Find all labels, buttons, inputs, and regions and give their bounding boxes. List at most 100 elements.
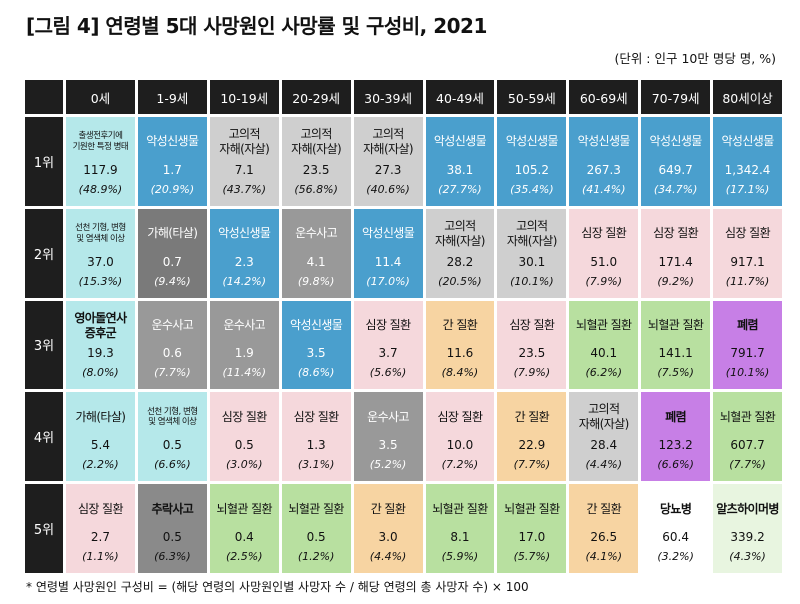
death-rate-value: 649.7: [658, 162, 693, 177]
cause-name: 당뇨병: [659, 501, 692, 516]
cause-name: 뇌혈관 질환: [504, 501, 560, 516]
composition-percent: (4.4%): [585, 458, 622, 472]
death-rate-value: 23.5: [518, 346, 546, 361]
cause-cell: 출생전후기에 기원한 특정 병태 117.9 (48.9%): [66, 117, 135, 206]
composition-percent: (2.5%): [225, 550, 263, 564]
death-rate-value: 105.2: [514, 162, 550, 177]
age-header: 1-9세: [137, 80, 207, 114]
cause-cell: 간 질환 26.5 (4.1%): [569, 484, 639, 573]
death-rate-value: 51.0: [590, 254, 618, 269]
composition-percent: (40.6%): [366, 182, 410, 196]
death-rate-value: 17.0: [518, 530, 546, 545]
cause-cell: 폐렴 123.2 (6.6%): [641, 392, 711, 482]
death-rate-value: 1,342.4: [724, 162, 771, 177]
cause-name: 운수사고: [223, 318, 266, 333]
cause-cell: 악성신생물 649.7 (34.7%): [641, 117, 711, 206]
composition-percent: (1.2%): [297, 550, 335, 564]
cause-cell: 고의적 자해(자살) 23.5 (56.8%): [281, 117, 351, 206]
composition-percent: (20.5%): [438, 274, 482, 288]
composition-percent: (27.7%): [438, 182, 482, 196]
cause-name: 간 질환: [370, 501, 406, 516]
cause-cell: 당뇨병 60.4 (3.2%): [641, 484, 711, 573]
cause-name: 폐렴: [665, 409, 687, 424]
age-header: 40-49세: [425, 80, 495, 114]
cause-name: 알츠하이머병: [716, 501, 779, 516]
cause-name: 악성신생물: [218, 226, 271, 241]
table-corner: [25, 80, 63, 114]
composition-percent: (17.0%): [366, 274, 410, 288]
cause-name: 심장 질환: [365, 318, 412, 333]
composition-percent: (6.6%): [154, 458, 191, 472]
death-rate-value: 791.7: [730, 346, 765, 361]
cause-name: 가해(타살): [147, 226, 198, 241]
composition-percent: (48.9%): [78, 182, 123, 196]
composition-percent: (10.1%): [725, 366, 770, 380]
composition-percent: (8.6%): [297, 366, 335, 380]
cause-cell: 선천 기형, 변형 및 염색체 이상 0.5 (6.6%): [137, 392, 207, 482]
cause-cell: 뇌혈관 질환 8.1 (5.9%): [425, 484, 495, 573]
age-header: 30-39세: [353, 80, 423, 114]
composition-percent: (3.1%): [297, 458, 335, 472]
cause-name: 악성신생물: [433, 134, 487, 149]
composition-percent: (8.0%): [82, 366, 119, 380]
composition-percent: (34.7%): [653, 182, 698, 196]
cause-cell: 알츠하이머병 339.2 (4.3%): [713, 484, 782, 573]
rank-label: 2위: [25, 208, 63, 298]
cause-cell: 고의적 자해(자살) 28.4 (4.4%): [569, 392, 639, 482]
death-rate-value: 22.9: [518, 438, 546, 453]
death-rate-value: 60.4: [662, 530, 689, 545]
cause-cell: 심장 질환 917.1 (11.7%): [713, 208, 782, 298]
death-rate-value: 1.3: [306, 438, 326, 453]
cause-name: 악성신생물: [146, 134, 199, 149]
cause-name: 뇌혈관 질환: [647, 318, 704, 333]
cause-cell: 간 질환 22.9 (7.7%): [497, 392, 567, 482]
composition-percent: (9.4%): [154, 274, 191, 288]
cause-name: 악성신생물: [577, 134, 631, 149]
cause-cell: 악성신생물 11.4 (17.0%): [353, 208, 423, 298]
death-rate-value: 117.9: [83, 162, 118, 177]
cause-cell: 악성신생물 3.5 (8.6%): [281, 300, 351, 390]
composition-percent: (14.2%): [222, 274, 266, 288]
cause-name: 추락사고: [151, 501, 194, 516]
cause-cell: 악성신생물 38.1 (27.7%): [425, 117, 495, 206]
cause-cell: 운수사고 4.1 (9.8%): [281, 208, 351, 298]
age-header: 60-69세: [569, 80, 639, 114]
composition-percent: (11.7%): [725, 274, 770, 288]
cause-name: 간 질환: [514, 409, 550, 424]
cause-cell: 간 질환 3.0 (4.4%): [353, 484, 423, 573]
death-rate-value: 3.0: [378, 530, 398, 545]
cause-name: 악성신생물: [505, 134, 559, 149]
cause-cell: 고의적 자해(자살) 7.1 (43.7%): [209, 117, 279, 206]
cause-name: 악성신생물: [721, 134, 774, 149]
composition-percent: (43.7%): [222, 182, 266, 196]
cause-name: 간 질환: [586, 501, 622, 516]
cause-name: 뇌혈관 질환: [216, 501, 273, 516]
cause-cell: 악성신생물 2.3 (14.2%): [209, 208, 279, 298]
cause-name: 심장 질환: [77, 501, 124, 516]
cause-name: 악성신생물: [290, 318, 343, 333]
cause-name: 운수사고: [151, 318, 194, 333]
composition-percent: (5.6%): [369, 366, 407, 380]
cause-name: 고의적 자해(자살): [578, 402, 630, 432]
composition-percent: (7.5%): [657, 366, 694, 380]
cause-cell: 심장 질환 3.7 (5.6%): [353, 300, 423, 390]
rank-label: 5위: [25, 484, 63, 573]
death-rate-value: 30.1: [518, 254, 546, 269]
cause-name: 운수사고: [367, 409, 409, 424]
death-rate-value: 0.4: [234, 530, 254, 545]
rank-label: 1위: [25, 117, 63, 206]
composition-percent: (9.2%): [657, 274, 694, 288]
death-rate-value: 40.1: [590, 346, 618, 361]
death-rate-value: 10.0: [446, 438, 474, 453]
composition-percent: (6.6%): [657, 458, 694, 472]
death-rate-value: 141.1: [658, 346, 693, 361]
death-rate-value: 2.3: [234, 254, 254, 269]
cause-cell: 폐렴 791.7 (10.1%): [713, 300, 782, 390]
composition-percent: (7.9%): [585, 274, 622, 288]
cause-name: 악성신생물: [649, 134, 703, 149]
age-header: 10-19세: [209, 80, 279, 114]
cause-cell: 심장 질환 0.5 (3.0%): [209, 392, 279, 482]
death-rate-value: 11.6: [446, 346, 474, 361]
death-rate-value: 0.5: [162, 530, 182, 545]
age-header: 20-29세: [281, 80, 351, 114]
